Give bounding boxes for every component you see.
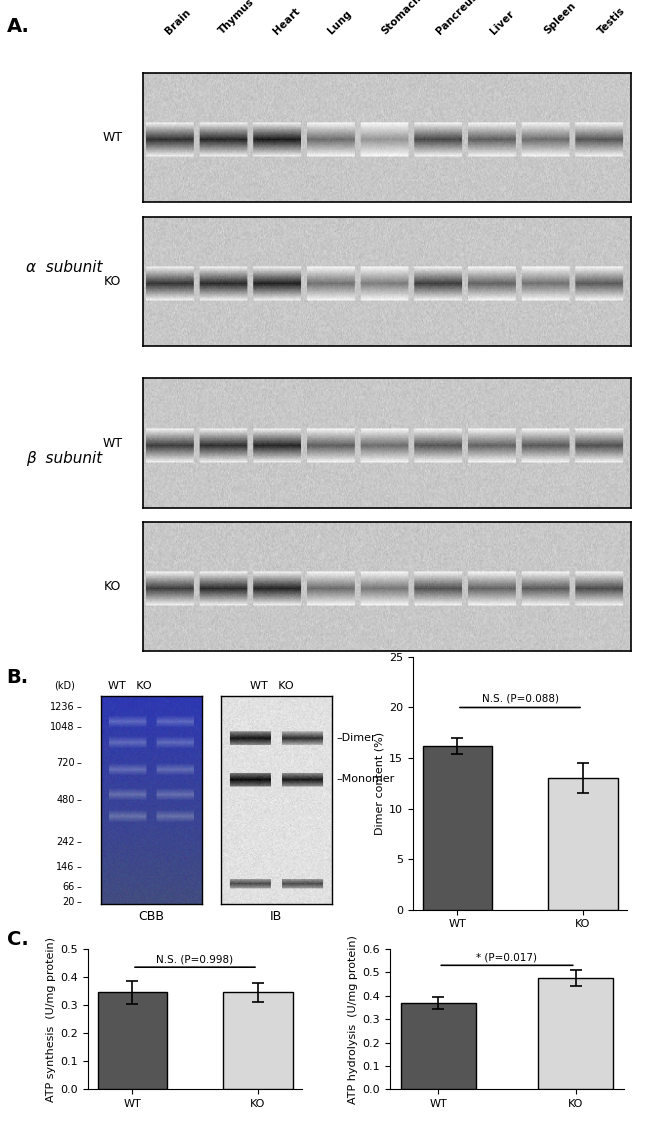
Bar (400, 1003, 476, 1089)
X-axis label: CBB: CBB (138, 910, 164, 923)
Bar (538, 978, 614, 1089)
Text: (kD): (kD) (54, 681, 75, 691)
Text: WT   KO: WT KO (250, 681, 294, 691)
Text: α  subunit: α subunit (26, 259, 103, 275)
Text: 1236: 1236 (50, 702, 75, 712)
Y-axis label: WT: WT (103, 437, 122, 449)
Text: B.: B. (6, 668, 29, 687)
Text: –: – (77, 861, 82, 871)
Text: –: – (77, 702, 82, 712)
Bar (98, 993, 166, 1089)
Text: –: – (77, 897, 82, 907)
Text: 66: 66 (62, 883, 75, 893)
Y-axis label: Dimer content (%): Dimer content (%) (375, 732, 385, 834)
Text: –: – (77, 795, 82, 805)
X-axis label: IB: IB (270, 910, 282, 923)
Y-axis label: KO: KO (104, 275, 121, 287)
Text: * (P=0.017): * (P=0.017) (476, 953, 538, 962)
Y-axis label: WT: WT (103, 131, 122, 144)
Text: N.S. (P=0.088): N.S. (P=0.088) (482, 693, 558, 703)
Text: –Monomer: –Monomer (337, 775, 395, 784)
Text: Spleen: Spleen (542, 0, 578, 36)
Text: –Dimer: –Dimer (337, 733, 376, 742)
Bar (549, 778, 618, 910)
Text: Lung: Lung (326, 9, 353, 36)
Y-axis label: ATP synthesis  (U/mg protein): ATP synthesis (U/mg protein) (46, 937, 56, 1102)
Text: N.S. (P=0.998): N.S. (P=0.998) (157, 955, 233, 965)
Text: Thymus: Thymus (217, 0, 257, 36)
Text: β  subunit: β subunit (26, 450, 102, 466)
Text: 242: 242 (56, 837, 75, 847)
Text: –: – (77, 758, 82, 768)
Text: Pancreus: Pancreus (434, 0, 479, 36)
Text: 720: 720 (56, 758, 75, 768)
Text: 20: 20 (62, 897, 75, 907)
Text: –: – (77, 883, 82, 893)
Text: Brain: Brain (163, 7, 192, 36)
Text: 146: 146 (57, 861, 75, 871)
Text: Testis: Testis (596, 4, 627, 36)
Bar (224, 993, 292, 1089)
Y-axis label: ATP hydrolysis  (U/mg protein): ATP hydrolysis (U/mg protein) (348, 934, 358, 1104)
Text: 480: 480 (57, 795, 75, 805)
Text: WT   KO: WT KO (108, 681, 152, 691)
Text: 1048: 1048 (50, 722, 75, 732)
Text: C.: C. (6, 930, 28, 949)
Text: –: – (77, 837, 82, 847)
Text: Stomach: Stomach (380, 0, 423, 36)
Text: A.: A. (6, 17, 29, 36)
Text: Liver: Liver (488, 8, 515, 36)
Text: –: – (77, 722, 82, 732)
Y-axis label: KO: KO (104, 581, 121, 593)
Text: Heart: Heart (271, 6, 302, 36)
Bar (422, 746, 491, 910)
